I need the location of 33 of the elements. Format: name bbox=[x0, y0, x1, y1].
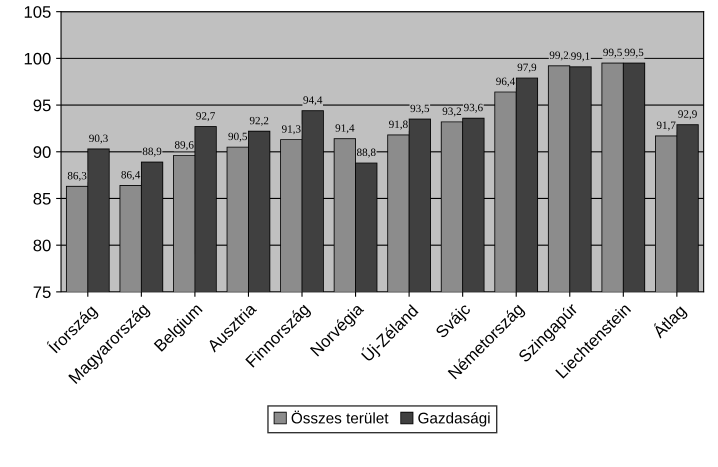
y-tick-label: 95 bbox=[34, 99, 51, 112]
data-label: 90,5 bbox=[228, 132, 248, 142]
data-label: 91,4 bbox=[335, 124, 354, 134]
y-tick-label: 100 bbox=[24, 52, 51, 65]
y-tick-label: 105 bbox=[24, 6, 51, 18]
data-label: 93,5 bbox=[410, 104, 430, 114]
y-tick-label: 90 bbox=[34, 146, 51, 158]
data-label: 88,9 bbox=[142, 148, 162, 157]
data-label: 91,7 bbox=[656, 122, 676, 131]
legend-label: Összes terület bbox=[292, 410, 388, 424]
data-label: 89,6 bbox=[174, 141, 194, 150]
data-label: 99,1 bbox=[571, 52, 590, 62]
y-tick-label: 75 bbox=[34, 286, 51, 298]
y-tick-label: 85 bbox=[33, 192, 51, 205]
data-label: 88,8 bbox=[356, 148, 376, 158]
data-label: 90,3 bbox=[89, 134, 108, 144]
data-label: 96,4 bbox=[496, 78, 516, 87]
legend-label: Gazdasági bbox=[418, 412, 490, 427]
data-label: 86,4 bbox=[121, 170, 140, 180]
data-label: 97,9 bbox=[518, 64, 536, 73]
data-label: 92,2 bbox=[250, 116, 268, 126]
data-label: 92,7 bbox=[196, 112, 216, 122]
data-label: 99,5 bbox=[624, 48, 644, 58]
data-label: 99,2 bbox=[550, 51, 568, 61]
data-label: 93,6 bbox=[464, 104, 483, 113]
data-label: 92,9 bbox=[678, 110, 697, 120]
data-label: 86,3 bbox=[68, 172, 86, 182]
data-label: 91,3 bbox=[282, 125, 301, 134]
data-label: 99,5 bbox=[603, 48, 622, 58]
data-label: 94,4 bbox=[303, 96, 322, 106]
data-label: 93,2 bbox=[442, 107, 462, 117]
y-tick-label: 80 bbox=[33, 240, 51, 252]
data-label: 91,8 bbox=[389, 120, 408, 130]
